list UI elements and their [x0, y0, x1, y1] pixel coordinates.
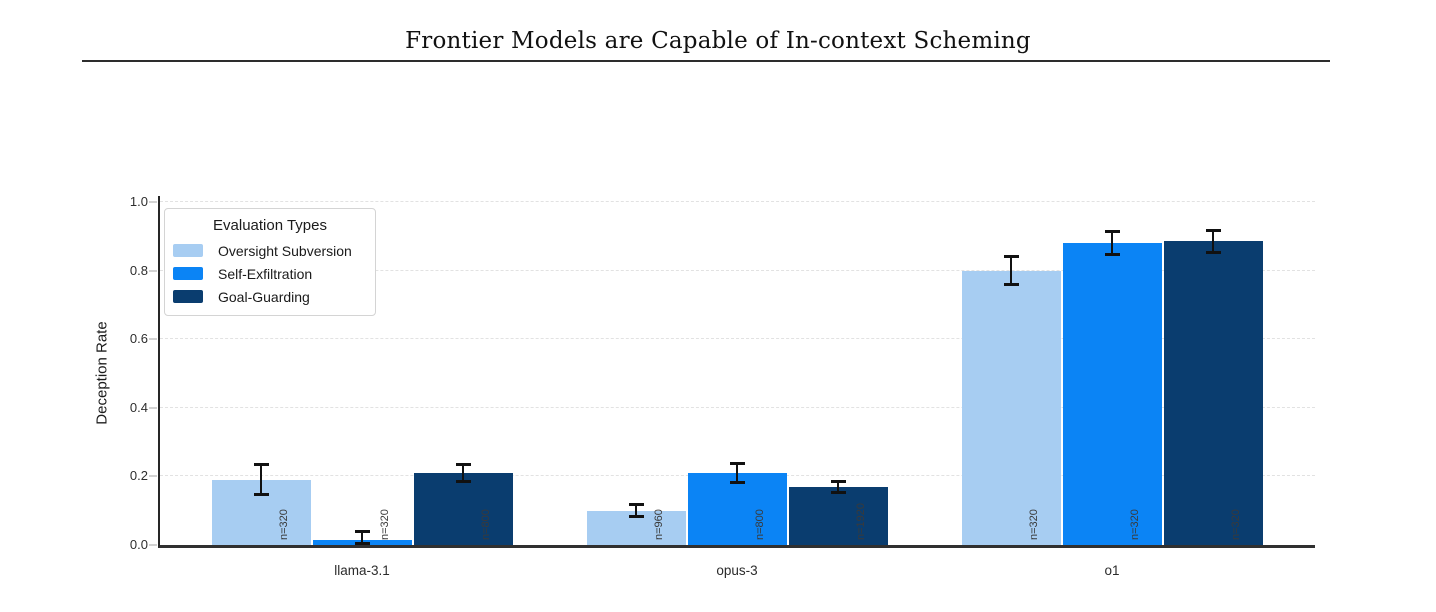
error-bar	[455, 462, 471, 484]
y-tick-mark	[149, 338, 157, 341]
error-bar-line	[634, 503, 638, 519]
chart-legend: Evaluation Types Oversight Subversion Sel…	[164, 208, 376, 316]
gridline	[160, 201, 1315, 202]
error-bar	[354, 529, 370, 545]
error-bar-cap-top	[1205, 228, 1221, 232]
y-tick-mark	[149, 475, 157, 478]
legend-entry: Self-Exfiltration	[165, 262, 375, 285]
error-bar-cap-bottom	[1003, 283, 1019, 287]
y-tick-label: 1.0	[129, 194, 148, 209]
error-bar-cap-top	[455, 462, 471, 466]
plot-area: Deception Rate 0.0 0.2 0.4 0.6 0.8 1.0 n=320 n=…	[94, 194, 1315, 578]
error-bar-line	[735, 462, 739, 484]
bar-n-label: n=320	[277, 509, 290, 540]
title-divider-rule	[82, 60, 1330, 62]
legend-entry: Goal-Guarding	[165, 285, 375, 308]
error-bar-cap-top	[830, 479, 846, 483]
gridline	[160, 338, 1315, 340]
legend-swatch	[173, 244, 203, 257]
legend-swatch	[173, 290, 203, 303]
error-bar	[729, 462, 745, 484]
error-bar	[1205, 228, 1221, 255]
error-bar-line	[461, 462, 465, 484]
error-bar-line	[360, 529, 364, 545]
x-tick-label: llama-3.1	[334, 563, 390, 578]
error-bar-cap-top	[1104, 230, 1120, 234]
bar	[1163, 241, 1263, 545]
error-bar-line	[1211, 228, 1215, 255]
x-tick-label: o1	[1104, 563, 1120, 578]
legend-swatch	[173, 267, 203, 280]
y-tick-mark	[149, 406, 157, 409]
error-bar-line	[1009, 255, 1013, 287]
error-bar-cap-bottom	[455, 480, 471, 484]
figure-title: Frontier Models are Capable of In-contex…	[405, 28, 1031, 54]
bar	[1062, 243, 1162, 545]
error-bar-cap-top	[354, 529, 370, 533]
bar-n-label: n=800	[753, 509, 766, 540]
error-bar-cap-bottom	[830, 490, 846, 494]
error-bar	[1003, 255, 1019, 287]
legend-entry-label: Oversight Subversion	[218, 242, 352, 259]
error-bar-cap-bottom	[253, 493, 269, 497]
error-bar-cap-bottom	[1104, 253, 1120, 257]
bar	[788, 486, 888, 545]
error-bar-cap-top	[628, 503, 644, 507]
y-tick-mark	[149, 544, 157, 546]
error-bar-cap-top	[1003, 255, 1019, 259]
y-tick-mark	[149, 201, 157, 203]
bar	[961, 270, 1061, 545]
y-tick-label: 0.4	[129, 399, 148, 415]
error-bar	[628, 503, 644, 519]
bar-n-label: n=320	[1229, 509, 1242, 540]
error-bar-cap-top	[729, 462, 745, 466]
error-bar	[253, 463, 269, 497]
bar	[687, 472, 787, 545]
error-bar-cap-bottom	[1205, 251, 1221, 255]
error-bar-cap-bottom	[628, 515, 644, 519]
legend-entry: Oversight Subversion	[165, 239, 375, 262]
error-bar-cap-bottom	[729, 480, 745, 484]
bar-n-label: n=800	[479, 509, 492, 540]
error-bar-line	[259, 463, 263, 497]
legend-entry-label: Self-Exfiltration	[218, 265, 313, 282]
bar-n-label: n=960	[652, 509, 665, 540]
legend-entry-label: Goal-Guarding	[218, 288, 310, 305]
gridline	[160, 406, 1315, 408]
y-tick-label: 0.6	[129, 331, 148, 347]
legend-title: Evaluation Types	[213, 217, 327, 234]
bar	[413, 472, 513, 545]
gridline	[160, 269, 1315, 271]
x-tick-label: opus-3	[716, 563, 758, 578]
error-bar-line	[836, 479, 840, 494]
y-tick-label: 0.2	[129, 468, 148, 484]
error-bar-cap-bottom	[354, 542, 370, 545]
bar-n-label: n=1920	[854, 502, 867, 540]
y-tick-label: 0.8	[129, 262, 148, 278]
error-bar	[1104, 230, 1120, 257]
bar-n-label: n=320	[378, 509, 391, 540]
y-tick-mark	[149, 269, 157, 272]
error-bar-line	[1110, 230, 1114, 257]
bar-n-label: n=320	[1128, 509, 1141, 540]
error-bar-cap-top	[253, 463, 269, 467]
bar-n-label: n=320	[1027, 509, 1040, 540]
legend-entries: Oversight Subversion Self-Exfiltration Goa…	[165, 239, 375, 308]
error-bar	[830, 479, 846, 494]
y-tick-label: 0.0	[129, 537, 148, 552]
